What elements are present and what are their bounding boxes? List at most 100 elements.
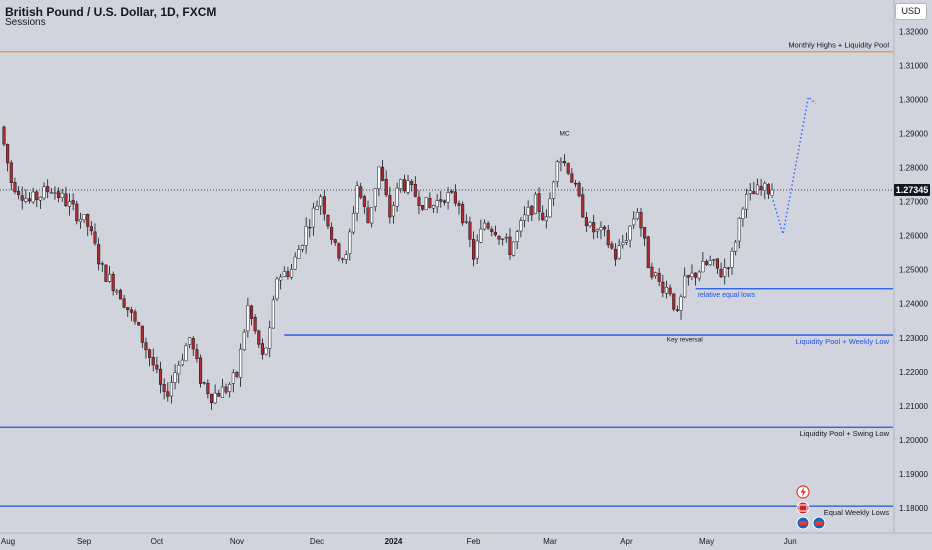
event-icons[interactable] bbox=[796, 485, 826, 530]
candle-body bbox=[461, 204, 465, 224]
lightning-event-icon[interactable] bbox=[796, 485, 810, 499]
annotations: MC Key reversal bbox=[560, 130, 704, 343]
candle-body bbox=[111, 273, 115, 292]
price-tick-label: 1.32000 bbox=[899, 28, 928, 37]
candle-body bbox=[340, 258, 345, 260]
candle-body bbox=[701, 261, 705, 273]
candle-body bbox=[515, 231, 519, 242]
time-tick-label: Jun bbox=[784, 537, 797, 546]
candle-body bbox=[64, 193, 68, 206]
candle-body bbox=[9, 162, 13, 183]
candle-body bbox=[697, 271, 701, 279]
candle-body bbox=[675, 309, 679, 311]
candle-body bbox=[27, 198, 32, 202]
candle-body bbox=[552, 181, 556, 199]
candle-body bbox=[330, 226, 334, 240]
candle-body bbox=[435, 200, 439, 208]
candle-body bbox=[668, 287, 672, 295]
symbol-title[interactable]: British Pound / U.S. Dollar, 1D, FXCM bbox=[5, 5, 217, 19]
candle-body bbox=[759, 186, 763, 190]
candle-body bbox=[661, 281, 665, 293]
candle-body bbox=[166, 391, 170, 397]
time-axis[interactable]: Aug Sep Oct Nov Dec 2024 Feb Mar Apr May Jun bbox=[0, 532, 932, 546]
projection-path bbox=[771, 95, 817, 235]
uk-flag-icon[interactable] bbox=[796, 501, 810, 515]
candle-body bbox=[322, 196, 326, 215]
candle-body bbox=[384, 178, 388, 196]
candle-body bbox=[279, 276, 283, 281]
candle-body bbox=[373, 188, 377, 207]
candle-body bbox=[770, 189, 774, 196]
candle-body bbox=[417, 197, 421, 207]
candle-body bbox=[737, 217, 741, 242]
candle-body bbox=[217, 393, 221, 397]
price-axis[interactable]: 1.18000 1.19000 1.20000 1.21000 1.22000 1.230… bbox=[893, 0, 928, 533]
candle-body bbox=[559, 161, 563, 163]
candle-body bbox=[763, 183, 767, 191]
candle-body bbox=[224, 386, 228, 393]
price-tick-label: 1.18000 bbox=[899, 504, 928, 513]
candle-body bbox=[86, 214, 90, 227]
candle-body bbox=[93, 231, 97, 244]
candle-body bbox=[359, 186, 363, 198]
price-levels: Monthly Highs + Liquidity Pool relative e… bbox=[0, 41, 893, 517]
candle-body bbox=[180, 359, 184, 366]
indicator-label[interactable]: Sessions bbox=[5, 17, 46, 28]
candle-body bbox=[745, 194, 749, 210]
candle-body bbox=[752, 191, 756, 195]
level-label: relative equal lows bbox=[698, 292, 756, 299]
candle-body bbox=[60, 192, 64, 198]
candle-body bbox=[370, 207, 374, 224]
candle-body bbox=[406, 180, 410, 193]
candle-body bbox=[413, 184, 417, 197]
candle-body bbox=[257, 330, 261, 345]
candle-body bbox=[566, 163, 570, 174]
us-flag-icon[interactable] bbox=[796, 516, 810, 530]
candle-body bbox=[690, 272, 694, 278]
candle-body bbox=[704, 261, 709, 265]
candle-body bbox=[530, 205, 534, 216]
candle-body bbox=[191, 338, 195, 350]
candle-body bbox=[657, 272, 661, 282]
candle-body bbox=[275, 278, 279, 300]
candle-body bbox=[464, 221, 468, 223]
candle-body bbox=[748, 190, 752, 194]
price-tick-label: 1.29000 bbox=[899, 130, 928, 139]
candle-body bbox=[672, 293, 676, 310]
us-flag-icon-2[interactable] bbox=[812, 516, 826, 530]
candle-body bbox=[501, 238, 505, 241]
time-tick-label: Sep bbox=[77, 537, 92, 546]
candle-body bbox=[624, 240, 628, 243]
price-tick-label: 1.23000 bbox=[899, 334, 928, 343]
candle-body bbox=[228, 384, 232, 392]
candle-body bbox=[151, 356, 155, 366]
candle-body bbox=[654, 272, 658, 277]
candle-body bbox=[158, 368, 163, 385]
candle-body bbox=[268, 327, 272, 349]
candle-body bbox=[122, 298, 126, 308]
candle-body bbox=[286, 271, 290, 277]
candle-body bbox=[512, 241, 516, 256]
candle-body bbox=[57, 191, 61, 198]
level-label: Liquidity Pool + Weekly Low bbox=[796, 337, 890, 346]
candle-body bbox=[78, 218, 82, 222]
candle-body bbox=[730, 250, 734, 268]
candle-body bbox=[741, 208, 745, 219]
candle-body bbox=[75, 203, 79, 222]
currency-button[interactable]: USD bbox=[895, 3, 927, 20]
candle-body bbox=[581, 194, 585, 218]
candle-body bbox=[169, 382, 173, 397]
candle-body bbox=[137, 322, 141, 326]
candle-body bbox=[541, 212, 545, 220]
candle-body bbox=[377, 166, 381, 189]
candle-body bbox=[723, 267, 727, 277]
candle-body bbox=[712, 259, 716, 261]
candle-body bbox=[537, 193, 541, 213]
candle-body bbox=[17, 191, 21, 195]
candle-body bbox=[497, 235, 501, 240]
candle-body bbox=[13, 181, 17, 193]
time-tick-label: 2024 bbox=[385, 537, 403, 546]
candle-body bbox=[24, 198, 28, 202]
candle-body bbox=[264, 347, 268, 355]
